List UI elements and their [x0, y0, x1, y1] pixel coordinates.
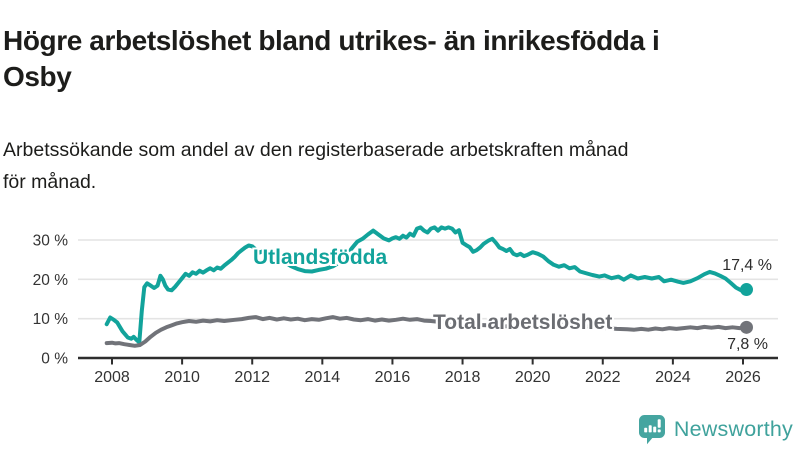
x-tick-label-2012: 2012	[234, 369, 270, 386]
x-tick-label-2020: 2020	[515, 369, 551, 386]
x-tick-label-2022: 2022	[585, 369, 621, 386]
x-tick-label-2018: 2018	[445, 369, 481, 386]
x-tick-label-2014: 2014	[305, 369, 341, 386]
x-tick-label-2010: 2010	[164, 369, 200, 386]
x-tick-label-2016: 2016	[375, 369, 411, 386]
series-label-utlandsfodda: Utlandsfödda	[253, 246, 388, 269]
end-dot-utlandsfodda	[739, 283, 753, 297]
chart-svg: 0 % 10 % 20 % 30 % 2008 2010 2012 2014 2016 2018 2…	[33, 225, 778, 386]
page-title-line2: Osby	[3, 60, 72, 92]
series-line-utlandsfodda	[104, 225, 749, 345]
logo-bars	[644, 418, 661, 432]
y-tick-label-10: 10 %	[33, 311, 69, 328]
y-tick-label-30: 30 %	[33, 233, 69, 250]
page-title: Högre arbetslöshet bland utrikes- än inr…	[3, 23, 798, 95]
series-label-total-arbetsloshet: Total arbetslöshet	[433, 311, 613, 334]
y-tick-label-20: 20 %	[33, 272, 69, 289]
chart-subtitle-line1: Arbetssökande som andel av den registerb…	[3, 138, 629, 161]
logo-bubble-shape	[638, 414, 665, 444]
end-value-utlandsfodda: 17,4 %	[722, 257, 772, 274]
end-dot-total-arbetsloshet	[739, 320, 753, 334]
x-tick-label-2008: 2008	[94, 369, 130, 386]
series-line-total-arbetsloshet	[104, 315, 749, 348]
chart-subtitle-line2: för månad.	[3, 170, 97, 193]
chart-subtitle: Arbetssökande som andel av den registerb…	[3, 134, 798, 198]
page-title-line1: Högre arbetslöshet bland utrikes- än inr…	[3, 24, 660, 56]
newsworthy-logo-link[interactable]: Newsworthy	[638, 413, 793, 445]
x-tick-label-2026: 2026	[725, 369, 761, 386]
newsworthy-logo-icon	[638, 414, 666, 445]
line-chart: 0 % 10 % 20 % 30 % 2008 2010 2012 2014 2016 2018 2…	[0, 193, 800, 398]
x-tick-label-2024: 2024	[655, 369, 691, 386]
end-value-total-arbetsloshet: 7,8 %	[727, 336, 768, 353]
newsworthy-logo-text: Newsworthy	[673, 416, 793, 441]
y-tick-label-0: 0 %	[41, 351, 68, 368]
